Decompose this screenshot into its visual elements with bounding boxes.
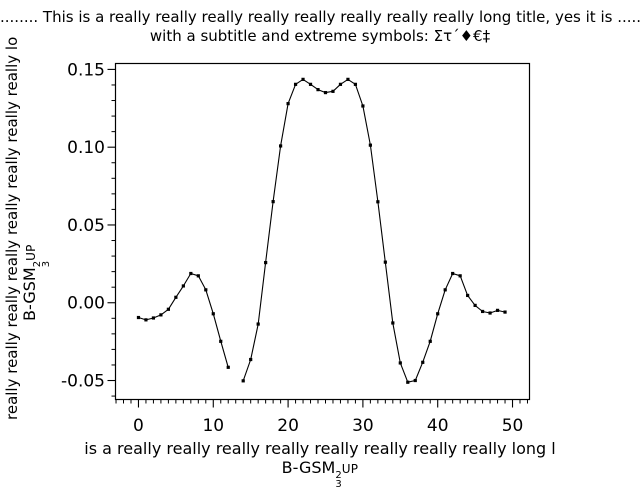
data-point-marker: [406, 380, 410, 384]
data-point-marker: [189, 271, 193, 276]
data-point-marker: [293, 82, 298, 86]
data-point-marker: [391, 321, 395, 325]
plot-border: [114, 62, 531, 401]
x-axis-unit-label: B-GSM 2 3 UP: [0, 458, 640, 489]
data-point-marker: [219, 339, 223, 343]
data-point-marker: [241, 379, 245, 383]
chart-title: ........ This is a really really really …: [0, 8, 640, 26]
data-point-marker: [361, 104, 365, 108]
data-point-marker: [166, 307, 170, 311]
data-point-marker: [271, 200, 275, 204]
y-unit-base: B-GSM: [20, 267, 39, 321]
x-unit-base: B-GSM: [281, 458, 336, 477]
data-point-marker: [466, 293, 470, 298]
data-point-marker: [451, 271, 455, 276]
data-point-marker: [181, 284, 185, 288]
data-point-marker: [256, 322, 260, 326]
data-point-marker: [144, 318, 148, 322]
data-point-marker: [174, 295, 178, 299]
data-point-marker: [383, 260, 387, 264]
chart-subtitle: with a subtitle and extreme symbols: Στ´…: [149, 27, 491, 45]
data-point-marker: [398, 361, 402, 365]
data-point-marker: [436, 312, 440, 316]
x-tick-label: 30: [352, 416, 374, 436]
data-series-line: [138, 78, 506, 383]
data-point-marker: [226, 365, 230, 369]
data-point-marker: [443, 288, 447, 292]
x-tick-label: 50: [502, 416, 524, 436]
y-tick-label: -0.05: [61, 372, 105, 392]
data-point-marker: [308, 82, 313, 86]
data-point-marker: [368, 143, 372, 147]
y-tick-label: 0.15: [67, 60, 105, 80]
data-point-marker: [211, 312, 215, 316]
data-point-marker: [151, 316, 156, 320]
data-point-marker: [159, 313, 163, 317]
y-unit-subscript: 3: [40, 260, 52, 268]
data-point-marker: [428, 339, 432, 343]
data-point-marker: [204, 288, 208, 292]
y-axis-unit-label: B-GSM 2 3 UP: [20, 244, 52, 321]
y-unit-suffix: UP: [24, 244, 38, 261]
data-point-marker: [421, 360, 425, 364]
x-tick-label: 20: [277, 416, 299, 436]
x-unit-superscript: 2: [335, 470, 342, 481]
data-point-marker: [301, 77, 305, 81]
data-point-marker: [279, 144, 283, 148]
y-tick-label: 0.00: [67, 294, 105, 314]
data-point-marker: [346, 77, 350, 81]
data-point-marker: [473, 303, 477, 307]
data-point-marker: [338, 82, 343, 86]
y-axis-label: really really really really really reall…: [3, 36, 21, 420]
data-point-marker: [286, 102, 290, 106]
x-axis-label: is a really really really really really …: [84, 439, 556, 458]
figure-window: { "chart_data": { "type": "line", "marke…: [0, 8, 640, 489]
x-tick-label: 40: [427, 416, 449, 436]
data-point-marker: [480, 309, 485, 314]
plot-canvas: 0 10 20 30 40 50 -0.05 0.00 0.05 0.10 0.15: [61, 60, 531, 436]
y-tick-label: 0.10: [67, 138, 105, 158]
data-point-marker: [376, 200, 380, 204]
data-point-marker: [316, 88, 320, 92]
data-point-marker: [249, 357, 253, 362]
x-unit-subscript: 3: [335, 478, 342, 490]
data-point-marker: [413, 378, 417, 383]
data-point-marker: [495, 308, 500, 312]
data-point-marker: [323, 90, 328, 95]
data-point-marker: [264, 261, 268, 265]
y-tick-label: 0.05: [67, 216, 105, 236]
data-point-marker: [196, 274, 200, 278]
x-tick-label: 10: [202, 416, 224, 436]
data-point-marker: [488, 311, 492, 315]
data-point-marker: [353, 82, 358, 86]
data-point-marker: [331, 89, 335, 93]
data-point-marker: [136, 315, 141, 320]
data-point-marker: [503, 310, 507, 314]
x-unit-suffix: UP: [341, 462, 359, 476]
data-point-marker: [458, 274, 462, 278]
x-tick-label: 0: [133, 416, 144, 436]
